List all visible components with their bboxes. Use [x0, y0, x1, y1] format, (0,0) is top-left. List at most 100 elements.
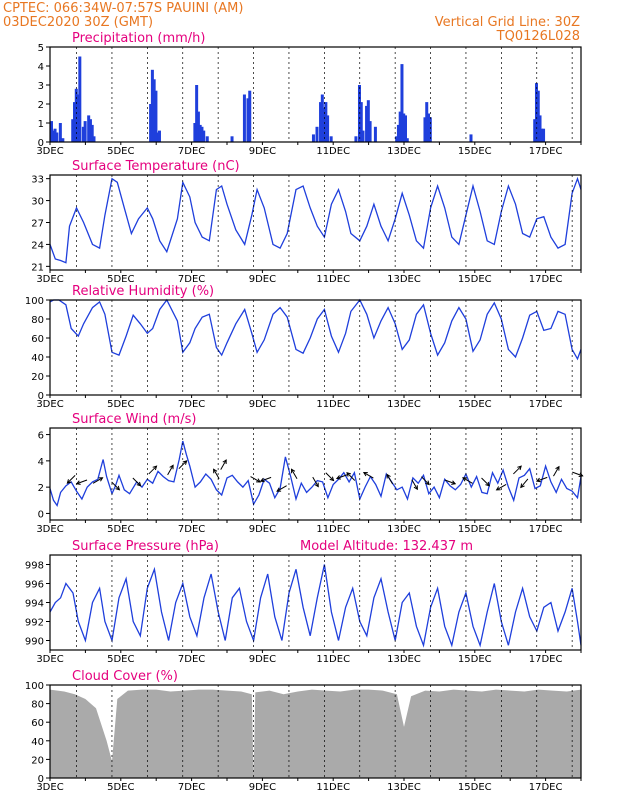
precip-bar: [195, 85, 199, 142]
wind-arrow: [276, 485, 287, 492]
header-model-id: TQ0126L028: [496, 29, 580, 44]
wind-arrow: [325, 472, 335, 482]
header-date: 03DEC2020 30Z (GMT): [3, 15, 153, 30]
wind-arrow-head: [182, 460, 188, 465]
precip-bar: [322, 107, 326, 142]
panels: Precipitation (mm/h) 0 1 2 3 4 5 3DEC 5DEC 7DEC 9D…: [25, 31, 584, 793]
wind-arrow-head: [362, 472, 368, 477]
wind-arrow-shaft: [325, 472, 334, 481]
wind-arrow-shaft: [148, 465, 157, 475]
wind-arrow-shaft: [411, 479, 418, 490]
wind-arrow-shaft: [220, 459, 227, 470]
x-tick-label: 15DEC: [458, 146, 492, 157]
precip-bar: [246, 98, 250, 142]
y-tick-label: 33: [31, 175, 44, 186]
x-tick-label: 13DEC: [387, 399, 421, 410]
wind-arrow-head: [520, 483, 525, 489]
x-tick-label: 7DEC: [178, 524, 205, 535]
wind-arrow-shaft: [260, 476, 272, 482]
precip-bar: [92, 136, 96, 142]
wind-arrow: [66, 475, 76, 484]
wind-arrow-shaft: [444, 479, 456, 485]
x-tick-label: 17DEC: [529, 146, 563, 157]
wind-arrow-shaft: [520, 478, 529, 488]
wind-arrow-head: [66, 479, 72, 484]
precip-bar: [205, 136, 209, 142]
wind-arrow-head: [495, 486, 501, 491]
wind-arrow-head: [451, 480, 457, 485]
x-tick-label: 15DEC: [458, 654, 492, 665]
x-tick-label: 9DEC: [249, 274, 276, 285]
wind-arrow-shaft: [536, 476, 548, 482]
precip-bar: [156, 132, 160, 142]
x-tick-label: 15DEC: [458, 524, 492, 535]
precip-bar: [50, 121, 53, 142]
panel-frame: [49, 684, 582, 779]
wind-arrow-head: [485, 481, 491, 487]
precip-bar: [71, 119, 75, 142]
panel-6: Cloud Cover (%) 0 20 40 60 80 100 3DEC 5DEC 7DEC 9…: [25, 669, 582, 793]
x-tick-label: 3DEC: [36, 146, 63, 157]
y-tick-label: 100: [25, 296, 44, 307]
x-tick-label: 7DEC: [178, 146, 205, 157]
precip-bar: [396, 124, 400, 142]
precip-bar: [405, 138, 409, 142]
wind-arrow: [111, 481, 121, 491]
x-tick-label: 5DEC: [107, 524, 134, 535]
x-tick-label: 5DEC: [107, 399, 134, 410]
wind-arrow: [148, 465, 158, 475]
wind-arrow-shaft: [76, 479, 88, 485]
precip-bar: [359, 102, 363, 142]
wind-arrow-shaft: [513, 465, 522, 475]
precip-bar: [88, 119, 92, 142]
precip-bar: [423, 117, 427, 142]
x-tick-label: 7DEC: [178, 399, 205, 410]
x-tick-label: 3DEC: [36, 524, 63, 535]
header: CPTEC: 066:34W-07:57S PAUINI (AM) 03DEC2…: [3, 1, 580, 44]
precip-bar: [193, 123, 197, 142]
x-tick-label: 3DEC: [36, 782, 63, 793]
precip-bar: [398, 111, 402, 142]
panel-title: Relative Humidity (%): [72, 284, 214, 299]
precip-bar: [87, 115, 91, 142]
x-tick-label: 11DEC: [316, 274, 350, 285]
y-tick-label: 6: [38, 431, 44, 442]
x-tick-label: 15DEC: [458, 399, 492, 410]
x-tick-label: 17DEC: [529, 399, 563, 410]
x-tick-label: 11DEC: [316, 782, 350, 793]
x-tick-label: 5DEC: [107, 274, 134, 285]
precip-bar: [76, 94, 80, 142]
precip-bar: [319, 102, 323, 142]
x-tick-label: 3DEC: [36, 274, 63, 285]
precip-bar: [373, 126, 377, 142]
wind-arrow-shaft: [213, 468, 220, 480]
x-tick-label: 13DEC: [387, 146, 421, 157]
precip-bar: [365, 105, 369, 142]
x-tick-label: 13DEC: [387, 782, 421, 793]
x-tick-label: 11DEC: [316, 146, 350, 157]
header-location: CPTEC: 066:34W-07:57S PAUINI (AM): [3, 1, 243, 16]
precip-bar: [354, 136, 358, 142]
precip-bar: [248, 90, 252, 142]
wind-arrow-shaft: [132, 477, 141, 487]
wind-arrow: [481, 477, 491, 487]
y-tick-label: 0: [38, 509, 44, 520]
y-tick-label: 0: [38, 138, 44, 149]
y-tick-label: 60: [31, 718, 44, 729]
precip-bar: [326, 115, 330, 142]
wind-arrow: [535, 476, 548, 483]
cloud-area: [50, 689, 581, 778]
wind-arrow-head: [386, 473, 391, 479]
y-tick-label: 100: [25, 681, 44, 692]
precip-bar: [366, 100, 370, 142]
wind-arrow: [132, 477, 142, 487]
precip-bar: [400, 64, 404, 142]
precip-bar: [152, 79, 156, 142]
wind-arrow-head: [136, 481, 142, 487]
wind-arrow: [520, 478, 529, 489]
precip-bar: [242, 94, 246, 142]
x-tick-label: 7DEC: [178, 654, 205, 665]
wind-arrow: [386, 473, 394, 485]
wind-arrow: [213, 468, 220, 480]
wind-arrow: [420, 476, 430, 486]
